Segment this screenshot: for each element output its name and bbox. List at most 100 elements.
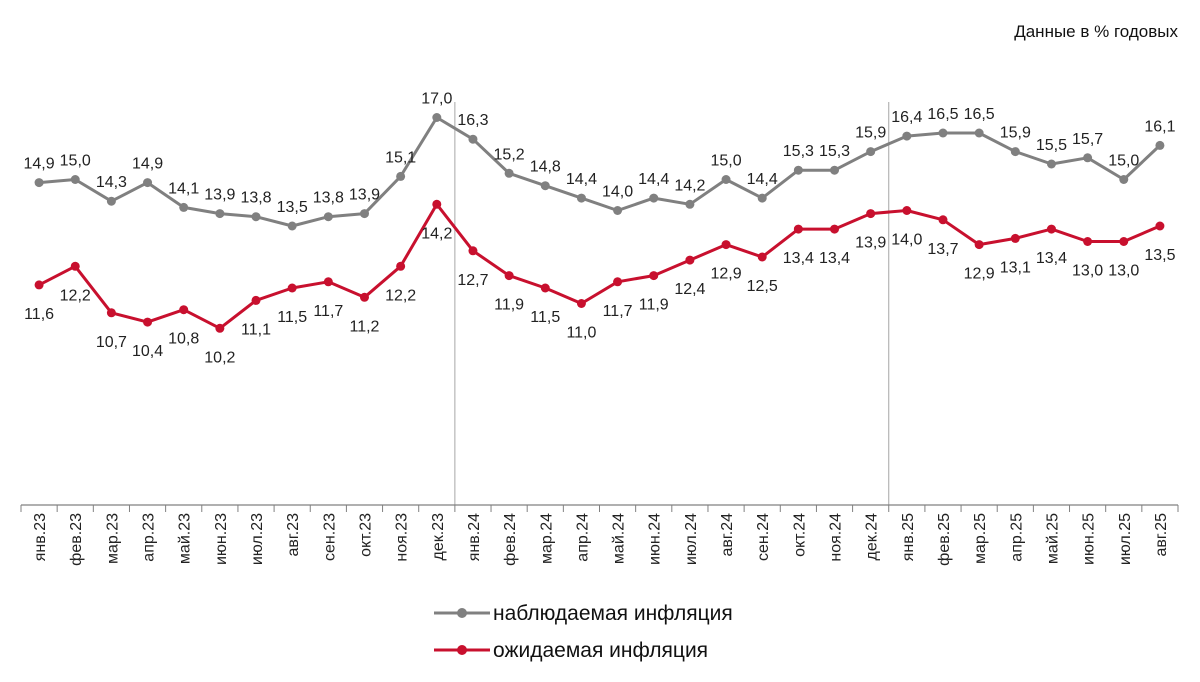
data-point	[468, 246, 478, 256]
data-point	[1010, 147, 1020, 157]
data-point	[70, 175, 80, 184]
data-label: 14,4	[638, 171, 669, 188]
x-tick-label: сен.24	[755, 513, 772, 561]
data-point	[1046, 224, 1056, 234]
data-label: 12,4	[674, 281, 705, 298]
x-axis: янв.23 фев.23 мар.23 апр.23 май.23 июн.23 июл.…	[20, 504, 1179, 566]
data-point	[143, 178, 153, 188]
data-point	[866, 209, 876, 219]
series-line-expected	[38, 202, 1161, 330]
data-point	[540, 283, 550, 293]
data-label: 11,7	[603, 303, 633, 320]
x-tick-label: июн.24	[647, 513, 664, 565]
data-label: 15,0	[710, 153, 741, 170]
data-label: 15,3	[783, 143, 814, 160]
data-label: 15,9	[1000, 125, 1031, 142]
data-point	[396, 171, 406, 181]
data-label: 14,2	[421, 225, 452, 242]
data-label: 13,4	[819, 250, 850, 267]
data-point	[613, 277, 623, 287]
legend-swatch-marker	[457, 608, 467, 618]
data-label: 13,9	[204, 187, 235, 204]
data-label: 15,9	[855, 125, 886, 142]
legend-swatch-marker	[457, 645, 467, 655]
data-point	[721, 175, 731, 184]
data-point	[143, 317, 153, 327]
data-label: 13,4	[1036, 250, 1067, 267]
data-point	[1155, 140, 1165, 150]
x-tick-label: янв.23	[32, 513, 49, 561]
data-point	[830, 165, 840, 175]
data-point	[721, 240, 731, 250]
data-label: 13,7	[927, 241, 958, 258]
x-tick-label: июл.25	[1117, 513, 1134, 565]
data-point	[576, 299, 586, 308]
data-point	[504, 271, 514, 281]
data-label: 13,5	[1144, 247, 1175, 264]
data-point	[685, 255, 695, 265]
legend-label: ожидаемая инфляция	[493, 639, 708, 662]
x-tick-label: дек.23	[430, 513, 447, 561]
x-tick-label: ноя.23	[394, 513, 411, 562]
data-point	[215, 323, 225, 333]
data-label: 12,2	[60, 287, 91, 304]
data-label: 10,8	[168, 331, 199, 348]
data-label: 13,8	[240, 190, 271, 207]
data-point	[902, 131, 912, 141]
data-label: 15,5	[1036, 137, 1067, 154]
data-point	[540, 181, 550, 191]
x-tick-label: мар.24	[538, 513, 555, 564]
data-label: 12,2	[385, 287, 416, 304]
data-label: 16,3	[457, 112, 488, 129]
data-label: 11,0	[566, 325, 596, 342]
data-label: 14,0	[891, 232, 922, 249]
series-line-observed	[38, 116, 1161, 228]
year-separators	[454, 102, 890, 505]
data-label: 16,5	[927, 106, 958, 123]
x-tick-label: фев.23	[68, 513, 85, 566]
legend: наблюдаемая инфляция ожидаемая инфляция	[434, 602, 733, 662]
data-point	[938, 128, 948, 138]
x-tick-label: авг.25	[1153, 513, 1170, 557]
data-label: 12,7	[457, 272, 488, 289]
data-label: 17,0	[421, 91, 452, 108]
data-label: 13,8	[313, 190, 344, 207]
units-note: Данные в % годовых	[1014, 22, 1178, 41]
data-point	[468, 134, 478, 144]
data-point	[1046, 159, 1056, 169]
data-point	[396, 261, 406, 271]
data-label: 14,9	[24, 156, 55, 173]
data-point	[106, 196, 116, 206]
data-labels: 14,9 15,0 14,3 14,9 14,1 13,9 13,8 13,5 13,8 13,9…	[24, 91, 1176, 367]
data-point	[287, 221, 297, 231]
data-label: 15,1	[385, 149, 416, 166]
data-point	[34, 178, 44, 188]
data-point	[359, 209, 369, 219]
data-label: 16,5	[964, 106, 995, 123]
x-tick-label: авг.24	[719, 513, 736, 557]
data-label: 16,4	[891, 109, 922, 126]
data-label: 11,5	[277, 309, 307, 326]
x-tick-label: июн.25	[1081, 513, 1098, 565]
data-point	[1119, 175, 1129, 184]
data-label: 12,5	[747, 278, 778, 295]
data-point	[793, 224, 803, 234]
data-label: 11,6	[24, 306, 54, 323]
data-label: 15,2	[494, 146, 525, 163]
data-label: 11,9	[494, 297, 524, 314]
x-tick-label: окт.23	[357, 513, 374, 557]
x-tick-label: июл.24	[683, 513, 700, 565]
data-label: 15,0	[1108, 153, 1139, 170]
series-group	[34, 113, 1165, 333]
data-label: 12,9	[710, 266, 741, 283]
x-tick-label: окт.24	[791, 513, 808, 557]
data-point	[106, 308, 116, 318]
data-point	[1083, 237, 1093, 246]
data-point	[504, 168, 514, 178]
data-point	[251, 295, 261, 305]
data-point	[757, 252, 767, 262]
data-label: 12,9	[964, 266, 995, 283]
data-label: 14,2	[674, 177, 705, 194]
x-tick-label: май.25	[1044, 513, 1061, 564]
data-point	[757, 193, 767, 203]
